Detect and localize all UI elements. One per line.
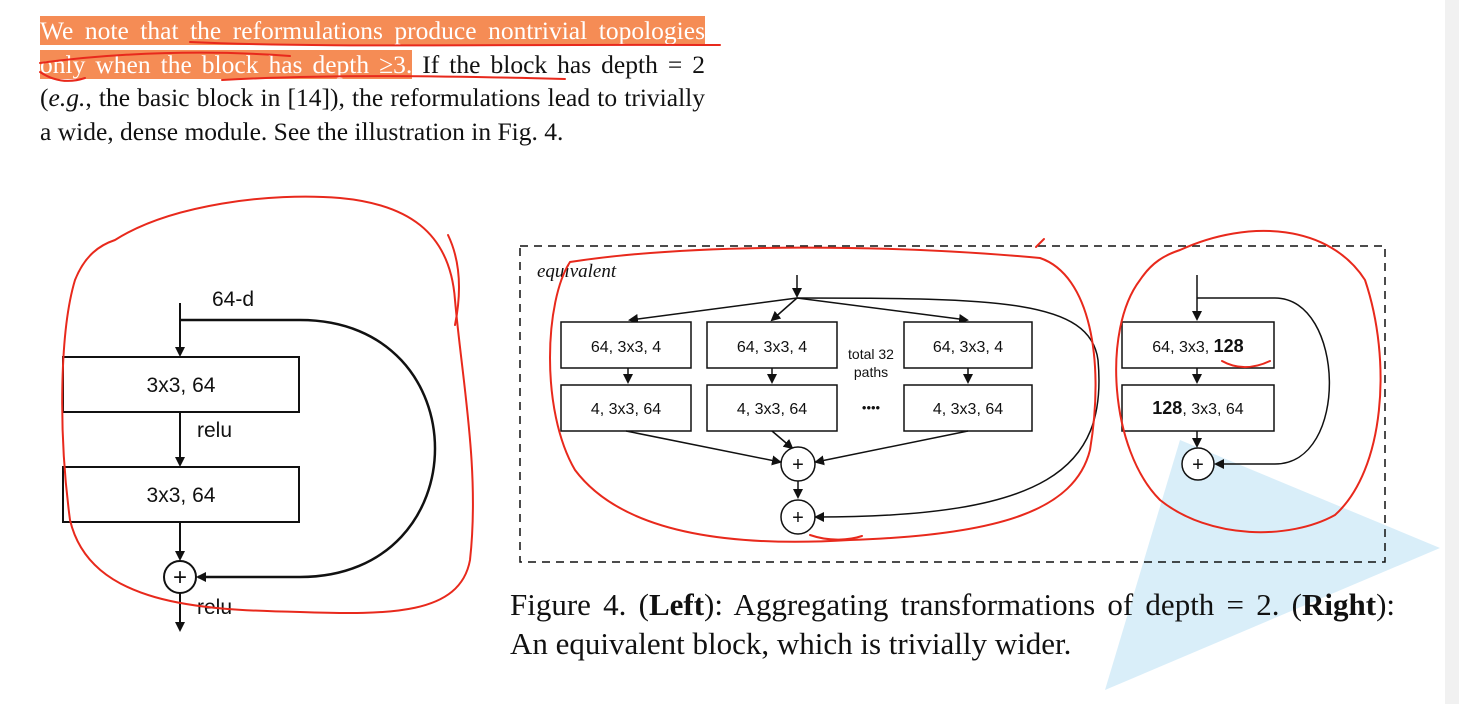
underline-stroke-1 (189, 41, 721, 47)
paragraph-text-2: , the basic block in [14]), the reformul… (40, 83, 705, 146)
path2-bottom-label: 4, 3x3, 64 (737, 401, 807, 418)
red-annotations (39, 41, 1382, 615)
path1-top-box (560, 321, 692, 369)
path2-top-box (706, 321, 838, 369)
path3-bottom-label: 4, 3x3, 64 (933, 401, 1003, 418)
middle-circle-annotation (549, 246, 1097, 543)
aggregate-sum-symbol: + (792, 454, 804, 476)
residual-sum-symbol: + (792, 507, 804, 529)
figure-caption: Figure 4. (Left): Aggregating transforma… (510, 585, 1395, 663)
left-sum-symbol: + (173, 564, 187, 591)
left-layer1-box (62, 356, 300, 413)
more-paths-dots: •••• (862, 400, 881, 415)
underline-128 (1221, 360, 1271, 368)
body-paragraph: We note that the reformulations produce … (40, 14, 705, 148)
underline-stroke-2 (39, 51, 291, 64)
path1-top-label: 64, 3x3, 4 (591, 339, 661, 356)
wide-top-label: 64, 3x3, 128 (1152, 336, 1243, 356)
total-paths-line1: total 32 (848, 346, 894, 362)
watermark-shape (1105, 440, 1440, 690)
wide-top-box (1121, 321, 1275, 369)
path2-top-label: 64, 3x3, 4 (737, 339, 807, 356)
wide-bottom-label: 128, 3x3, 64 (1152, 398, 1244, 418)
caption-end: ): An equivalent block, which is trivial… (510, 587, 1396, 661)
left-circle-tail (447, 234, 461, 326)
pen-cursor-mark (1035, 238, 1045, 248)
wide-bottom-box (1121, 384, 1275, 432)
scrollbar[interactable] (1445, 0, 1459, 704)
path3-top-label: 64, 3x3, 4 (933, 339, 1003, 356)
left-layer2-label: 3x3, 64 (147, 484, 216, 507)
wide-skip-connection (1197, 297, 1331, 469)
wide-top-bold: 128 (1214, 336, 1244, 356)
left-circle-annotation (61, 195, 474, 615)
left-skip-connection (180, 318, 437, 582)
wide-top-prefix: 64, 3x3, (1152, 339, 1213, 356)
path1-bottom-label: 4, 3x3, 64 (591, 401, 661, 418)
right-equivalent-diagram: equivalent 64, 3x3, 4 4, 3x3, 64 64, 3x3… (519, 245, 1386, 563)
left-input-label: 64-d (212, 288, 254, 311)
wide-bottom-suffix: , 3x3, 64 (1182, 401, 1243, 418)
equivalent-label: equivalent (537, 261, 617, 282)
wide-sum-symbol: + (1192, 454, 1204, 476)
underline-stroke-3 (39, 71, 86, 82)
left-block-diagram: 64-d 3x3, 64 relu 3x3, 64 + relu (62, 288, 437, 632)
paragraph-eg: e.g. (48, 83, 86, 112)
total-paths-line2: paths (854, 364, 888, 380)
path1-bottom-box (560, 384, 692, 432)
left-relu1-label: relu (197, 419, 232, 442)
path3-top-box (903, 321, 1033, 369)
path2-bottom-box (706, 384, 838, 432)
path3-bottom-box (903, 384, 1033, 432)
right-circle-annotation (1115, 229, 1382, 534)
caption-right-bold: Right (1302, 587, 1377, 622)
paragraph-text-1: If the block has depth = 2 ( (40, 49, 705, 113)
equivalent-dashed-frame (519, 245, 1386, 563)
middle-circle-tail (809, 534, 863, 541)
caption-left-bold: Left (648, 587, 705, 622)
wide-bottom-bold: 128 (1152, 398, 1182, 418)
grouped-skip-connection (796, 297, 1100, 522)
left-layer1-label: 3x3, 64 (147, 374, 216, 397)
caption-prefix: Figure 4. ( (510, 587, 649, 622)
caption-middle: ): Aggregating transformations of depth … (704, 587, 1302, 622)
underline-stroke-4 (221, 75, 566, 81)
